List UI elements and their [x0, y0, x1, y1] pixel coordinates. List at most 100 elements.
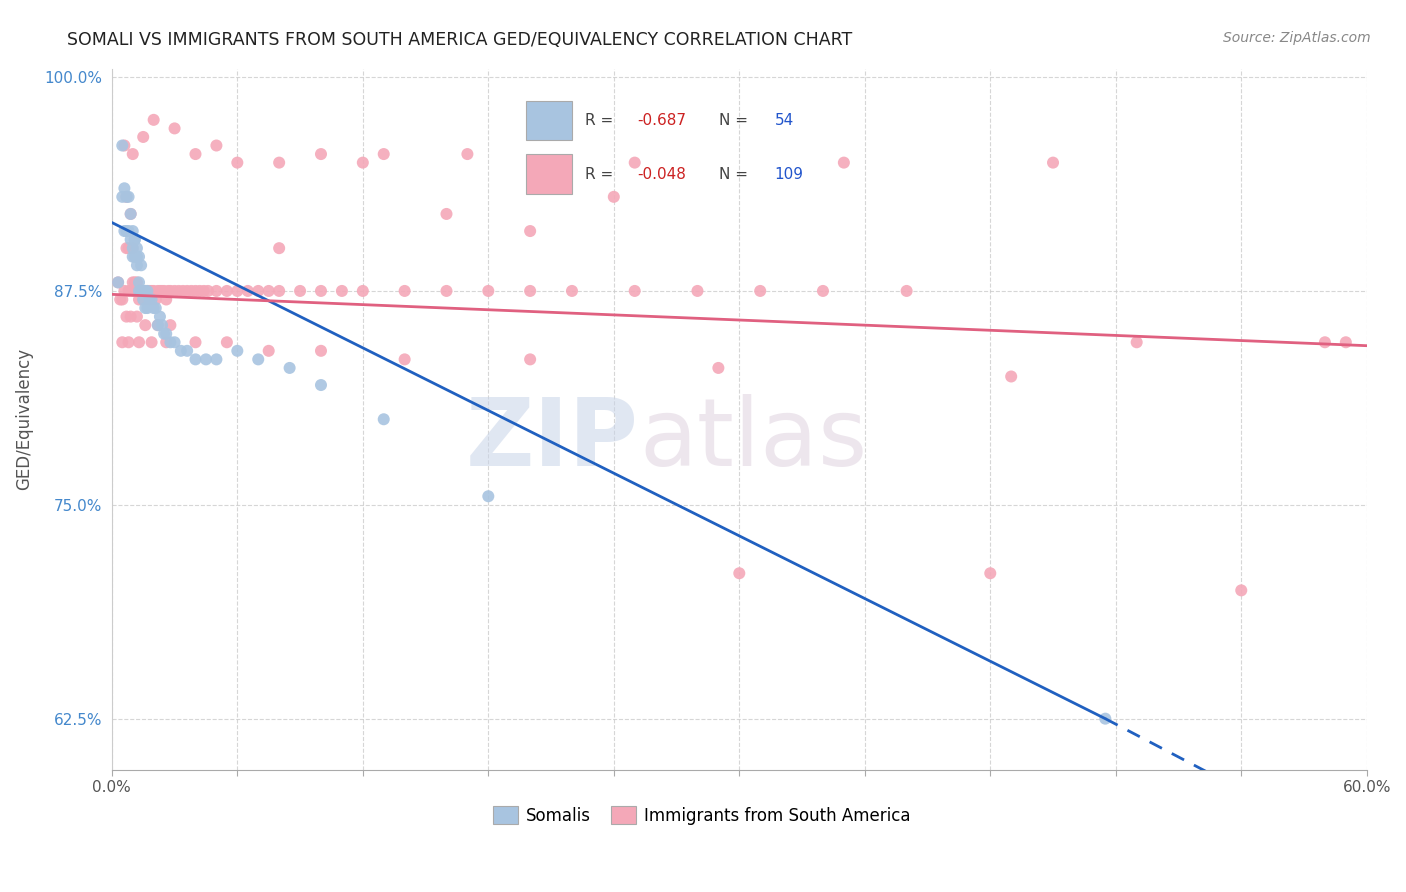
- Point: [309, 378, 332, 392]
- Point: [163, 284, 186, 298]
- Point: [1042, 155, 1064, 169]
- Point: [623, 284, 645, 298]
- Point: [125, 310, 148, 324]
- Point: [142, 301, 165, 315]
- Point: [107, 276, 129, 290]
- Point: [129, 284, 152, 298]
- Point: [155, 293, 177, 307]
- Point: [226, 343, 249, 358]
- Point: [309, 147, 332, 161]
- Point: [247, 284, 270, 298]
- Point: [138, 284, 160, 298]
- Point: [436, 284, 458, 298]
- Point: [141, 335, 163, 350]
- Point: [155, 326, 177, 341]
- Point: [136, 301, 159, 315]
- Point: [138, 293, 160, 307]
- Point: [269, 284, 291, 298]
- Point: [176, 343, 198, 358]
- Point: [193, 284, 215, 298]
- Point: [352, 155, 374, 169]
- Point: [157, 284, 180, 298]
- Point: [352, 284, 374, 298]
- Point: [257, 284, 280, 298]
- Point: [288, 284, 311, 298]
- Point: [121, 276, 143, 290]
- Point: [141, 293, 163, 307]
- Point: [194, 352, 217, 367]
- Point: [1313, 335, 1336, 350]
- Point: [150, 284, 173, 298]
- Point: [184, 284, 207, 298]
- Point: [979, 566, 1001, 581]
- Point: [477, 489, 499, 503]
- Point: [128, 284, 150, 298]
- Point: [134, 318, 156, 333]
- Point: [623, 155, 645, 169]
- Point: [197, 284, 219, 298]
- Point: [121, 284, 143, 298]
- Point: [519, 284, 541, 298]
- Point: [120, 207, 142, 221]
- Point: [236, 284, 259, 298]
- Point: [134, 301, 156, 315]
- Point: [247, 352, 270, 367]
- Point: [136, 284, 159, 298]
- Point: [134, 284, 156, 298]
- Point: [749, 284, 772, 298]
- Point: [811, 284, 834, 298]
- Point: [153, 284, 176, 298]
- Point: [149, 284, 172, 298]
- Point: [142, 112, 165, 127]
- Point: [134, 284, 156, 298]
- Point: [117, 190, 139, 204]
- Point: [146, 318, 169, 333]
- Point: [129, 258, 152, 272]
- Point: [120, 310, 142, 324]
- Point: [269, 241, 291, 255]
- Point: [115, 190, 138, 204]
- Point: [167, 284, 190, 298]
- Point: [145, 293, 167, 307]
- Point: [1000, 369, 1022, 384]
- Text: ZIP: ZIP: [465, 394, 638, 486]
- Point: [132, 130, 155, 145]
- Point: [155, 335, 177, 350]
- Point: [150, 318, 173, 333]
- Point: [832, 155, 855, 169]
- Point: [111, 335, 134, 350]
- Point: [145, 301, 167, 315]
- Point: [124, 233, 146, 247]
- Point: [112, 284, 135, 298]
- Point: [159, 335, 181, 350]
- Point: [121, 241, 143, 255]
- Point: [121, 250, 143, 264]
- Point: [172, 284, 194, 298]
- Point: [111, 138, 134, 153]
- Point: [132, 284, 155, 298]
- Point: [686, 284, 709, 298]
- Point: [603, 190, 626, 204]
- Point: [141, 284, 163, 298]
- Point: [184, 352, 207, 367]
- Point: [132, 293, 155, 307]
- Point: [728, 566, 751, 581]
- Point: [120, 233, 142, 247]
- Point: [128, 250, 150, 264]
- Point: [188, 284, 211, 298]
- Point: [117, 241, 139, 255]
- Point: [132, 293, 155, 307]
- Point: [117, 284, 139, 298]
- Point: [124, 276, 146, 290]
- Legend: Somalis, Immigrants from South America: Somalis, Immigrants from South America: [492, 806, 911, 825]
- Point: [309, 343, 332, 358]
- Point: [896, 284, 918, 298]
- Point: [138, 293, 160, 307]
- Point: [115, 224, 138, 238]
- Point: [477, 284, 499, 298]
- Point: [373, 412, 395, 426]
- Point: [205, 138, 228, 153]
- Point: [159, 318, 181, 333]
- Point: [121, 241, 143, 255]
- Point: [125, 241, 148, 255]
